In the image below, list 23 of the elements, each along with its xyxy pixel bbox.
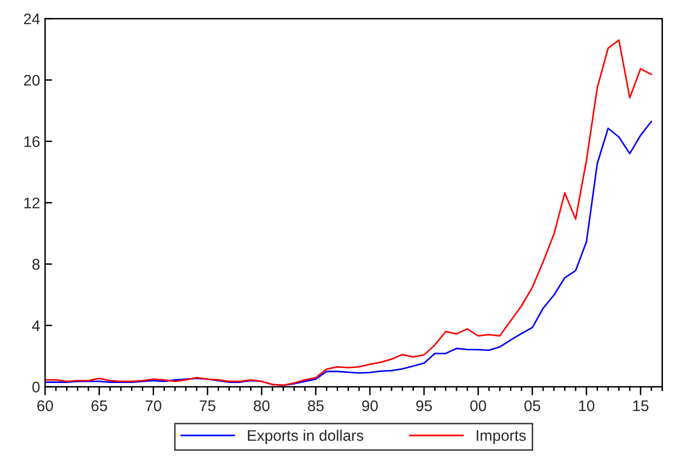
x-tick-label: 70: [146, 400, 162, 412]
legend-label: Exports in dollars: [248, 430, 364, 444]
legend-label: Imports: [476, 430, 526, 444]
line-series: [45, 39, 652, 386]
y-tick-label: 20: [24, 74, 40, 86]
line-series: [45, 120, 652, 386]
x-tick-label: 00: [470, 400, 486, 412]
x-tick-label: 15: [633, 400, 648, 412]
x-tick-label: 90: [362, 400, 378, 412]
x-tick-label: 85: [308, 400, 324, 412]
x-tick-label: 95: [416, 400, 432, 412]
x-tick-label: 80: [254, 400, 270, 412]
x-tick-label: 10: [579, 400, 594, 412]
y-tick-label: 24: [24, 14, 40, 24]
x-tick-label: 05: [524, 400, 540, 412]
x-tick-label: 65: [92, 400, 108, 412]
x-tick-label: 75: [200, 400, 216, 412]
x-tick-label: 60: [37, 400, 53, 412]
y-tick-label: 12: [24, 198, 40, 208]
y-tick-label: 16: [24, 136, 40, 148]
y-tick-label: 0: [32, 382, 40, 392]
y-tick-label: 4: [32, 320, 40, 331]
y-tick-label: 8: [32, 258, 40, 270]
